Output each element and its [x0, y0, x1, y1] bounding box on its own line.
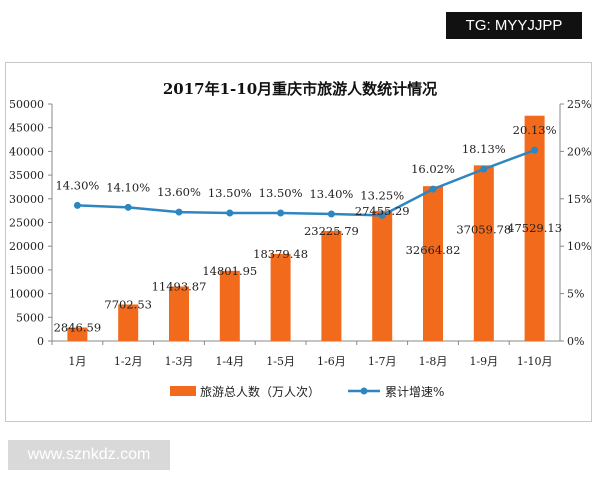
badge-label: TG: MYYJJPP [446, 12, 582, 39]
growth-point [429, 185, 437, 193]
y-left-tick-label: 20000 [9, 240, 44, 253]
y-right-tick-label: 10% [567, 240, 591, 253]
y-left-tick-label: 40000 [9, 145, 44, 158]
bar-data-label: 18379.48 [253, 247, 308, 261]
bar [423, 186, 443, 341]
legend: 旅游总人数（万人次） 累计增速% [170, 384, 444, 399]
legend-bar-label: 旅游总人数（万人次） [200, 384, 320, 399]
growth-point [226, 209, 234, 217]
bar-data-label: 2846.59 [54, 321, 102, 335]
bar-data-label: 23225.79 [304, 224, 359, 238]
chart-title: 2017年1-10月重庆市旅游人数统计情况 [163, 80, 437, 98]
line-data-label: 18.13% [462, 142, 506, 156]
y-right-tick-label: 0% [567, 335, 584, 348]
x-tick-label: 1-3月 [165, 355, 194, 368]
line-data-label: 13.50% [208, 186, 252, 200]
chart-frame [5, 62, 592, 422]
line-data-label: 14.30% [55, 178, 99, 192]
x-tick-label: 1-5月 [266, 355, 295, 368]
x-tick-label: 1月 [68, 355, 86, 368]
line-data-label: 16.02% [411, 162, 455, 176]
footer-site-label: www.sznkdz.com [8, 440, 170, 470]
line-data-label: 13.25% [360, 188, 404, 202]
line-data-label: 20.13% [513, 123, 557, 137]
bar [473, 165, 494, 341]
bar-data-label: 32664.82 [406, 243, 461, 257]
y-left-tick-label: 30000 [9, 193, 44, 206]
line-data-label: 14.10% [106, 180, 150, 194]
bar [321, 230, 342, 341]
y-left-tick-label: 25000 [9, 217, 44, 230]
bar [219, 270, 240, 341]
bar [67, 327, 88, 341]
growth-point [124, 203, 132, 211]
bar [118, 304, 139, 341]
growth-point [73, 201, 81, 209]
x-tick-label: 1-10月 [517, 355, 553, 368]
growth-point [531, 146, 539, 154]
legend-bar-swatch [170, 386, 196, 396]
x-tick-label: 1-9月 [469, 355, 498, 368]
bar [169, 286, 189, 341]
bar-data-label: 14801.95 [202, 264, 257, 278]
y-left-tick-label: 0 [37, 335, 44, 348]
growth-point [327, 210, 335, 218]
bar-data-label: 11493.87 [152, 280, 207, 294]
growth-line [77, 148, 536, 217]
x-tick-label: 1-6月 [317, 355, 346, 368]
y-left-tick-label: 35000 [9, 169, 44, 182]
bar-data-label: 47529.13 [507, 221, 562, 235]
y-right-tick-label: 5% [567, 288, 584, 301]
line-data-label: 13.50% [259, 186, 303, 200]
growth-point [175, 208, 183, 216]
bar [372, 210, 393, 341]
x-tick-label: 1-8月 [419, 355, 448, 368]
y-right-tick-label: 15% [567, 193, 591, 206]
growth-point [480, 165, 488, 173]
bar-data-label: 37059.78 [456, 222, 511, 236]
y-right-tick-label: 20% [567, 145, 591, 158]
bar [524, 115, 545, 342]
y-left-tick-label: 10000 [9, 288, 44, 301]
growth-point [277, 209, 285, 217]
line-data-label: 13.40% [309, 187, 353, 201]
y-left-tick-label: 50000 [9, 98, 44, 111]
line-data-label: 13.60% [157, 185, 201, 199]
bar-data-label: 7702.53 [104, 297, 152, 311]
y-left-tick-label: 5000 [16, 311, 44, 324]
bar-data-label: 27455.29 [355, 204, 410, 218]
bar [270, 253, 291, 341]
y-left-tick-label: 45000 [9, 122, 44, 135]
x-tick-label: 1-7月 [368, 355, 397, 368]
growth-point [378, 211, 386, 219]
legend-line-marker [360, 387, 368, 395]
y-right-tick-label: 25% [567, 98, 591, 111]
legend-line-label: 累计增速% [385, 385, 444, 399]
x-tick-label: 1-2月 [114, 355, 143, 368]
x-tick-label: 1-4月 [215, 355, 244, 368]
y-left-tick-label: 15000 [9, 264, 44, 277]
